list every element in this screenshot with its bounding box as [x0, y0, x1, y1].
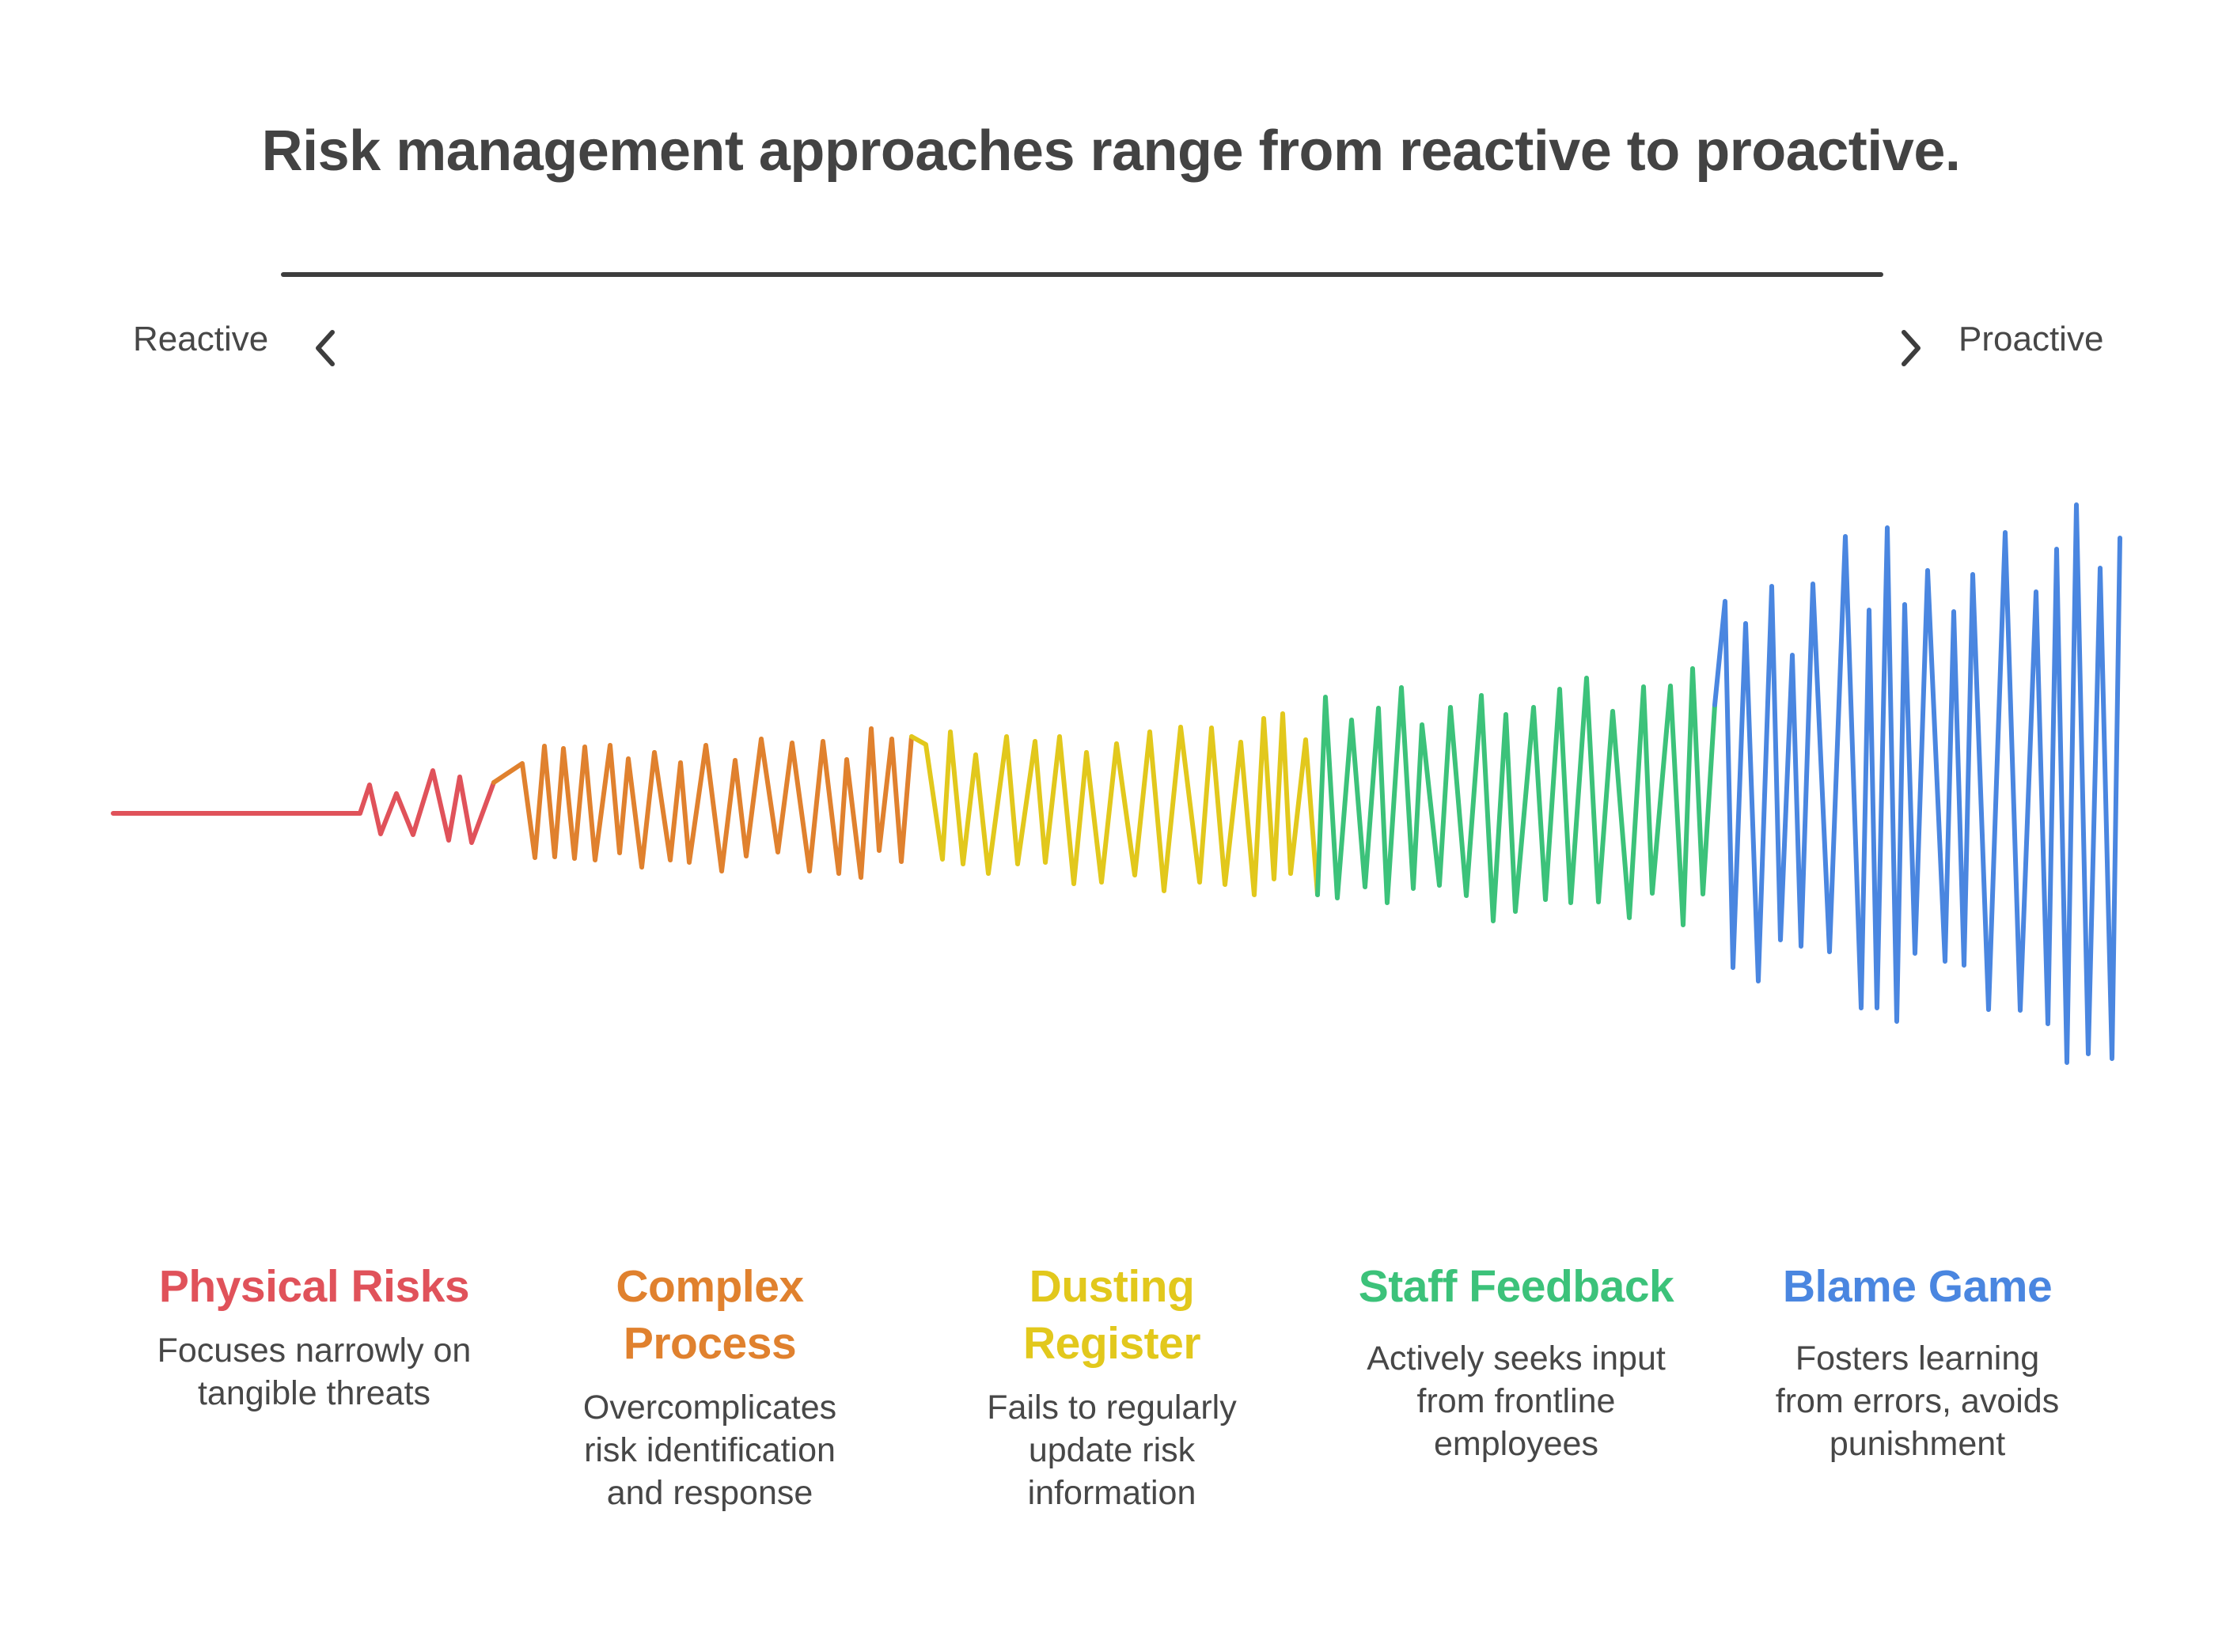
section-complex-process: Complex Process Overcomplicates risk ide…: [504, 1258, 916, 1514]
section-description: Actively seeks input from frontline empl…: [1367, 1339, 1666, 1463]
section-description: Overcomplicates risk identification and …: [582, 1389, 837, 1512]
chevron-left-icon: [316, 330, 335, 366]
section-title: Complex Process: [616, 1261, 804, 1369]
wave-complex-process: [491, 726, 914, 880]
section-description: Fosters learning from errors, avoids pun…: [1775, 1339, 2060, 1463]
section-title: Dusting Register: [1022, 1261, 1201, 1369]
wave-physical-risks: [111, 768, 496, 845]
reactive-label: Reactive: [133, 320, 269, 358]
section-title: Physical Risks: [158, 1261, 470, 1312]
wave-blame-game: [1712, 502, 2122, 1065]
proactive-label: Proactive: [1958, 320, 2104, 358]
page-title: Risk management approaches range from re…: [261, 119, 1961, 183]
section-title: Staff Feedback: [1358, 1261, 1674, 1312]
chevron-right-icon: [1902, 330, 1921, 366]
section-description: Focuses narrowly on tangible threats: [157, 1332, 472, 1412]
section-title: Blame Game: [1782, 1261, 2053, 1312]
section-dusting-register: Dusting Register Fails to regularly upda…: [906, 1258, 1318, 1514]
wave-dusting-register: [909, 711, 1320, 897]
section-staff-feedback: Staff Feedback Actively seeks input from…: [1310, 1258, 1722, 1465]
section-physical-risks: Physical Risks Focuses narrowly on tangi…: [108, 1258, 520, 1415]
section-description: Fails to regularly update risk informati…: [987, 1389, 1237, 1512]
section-blame-game: Blame Game Fosters learning from errors,…: [1712, 1258, 2123, 1465]
wave-staff-feedback: [1315, 666, 1717, 927]
top-rule: [281, 272, 1883, 277]
